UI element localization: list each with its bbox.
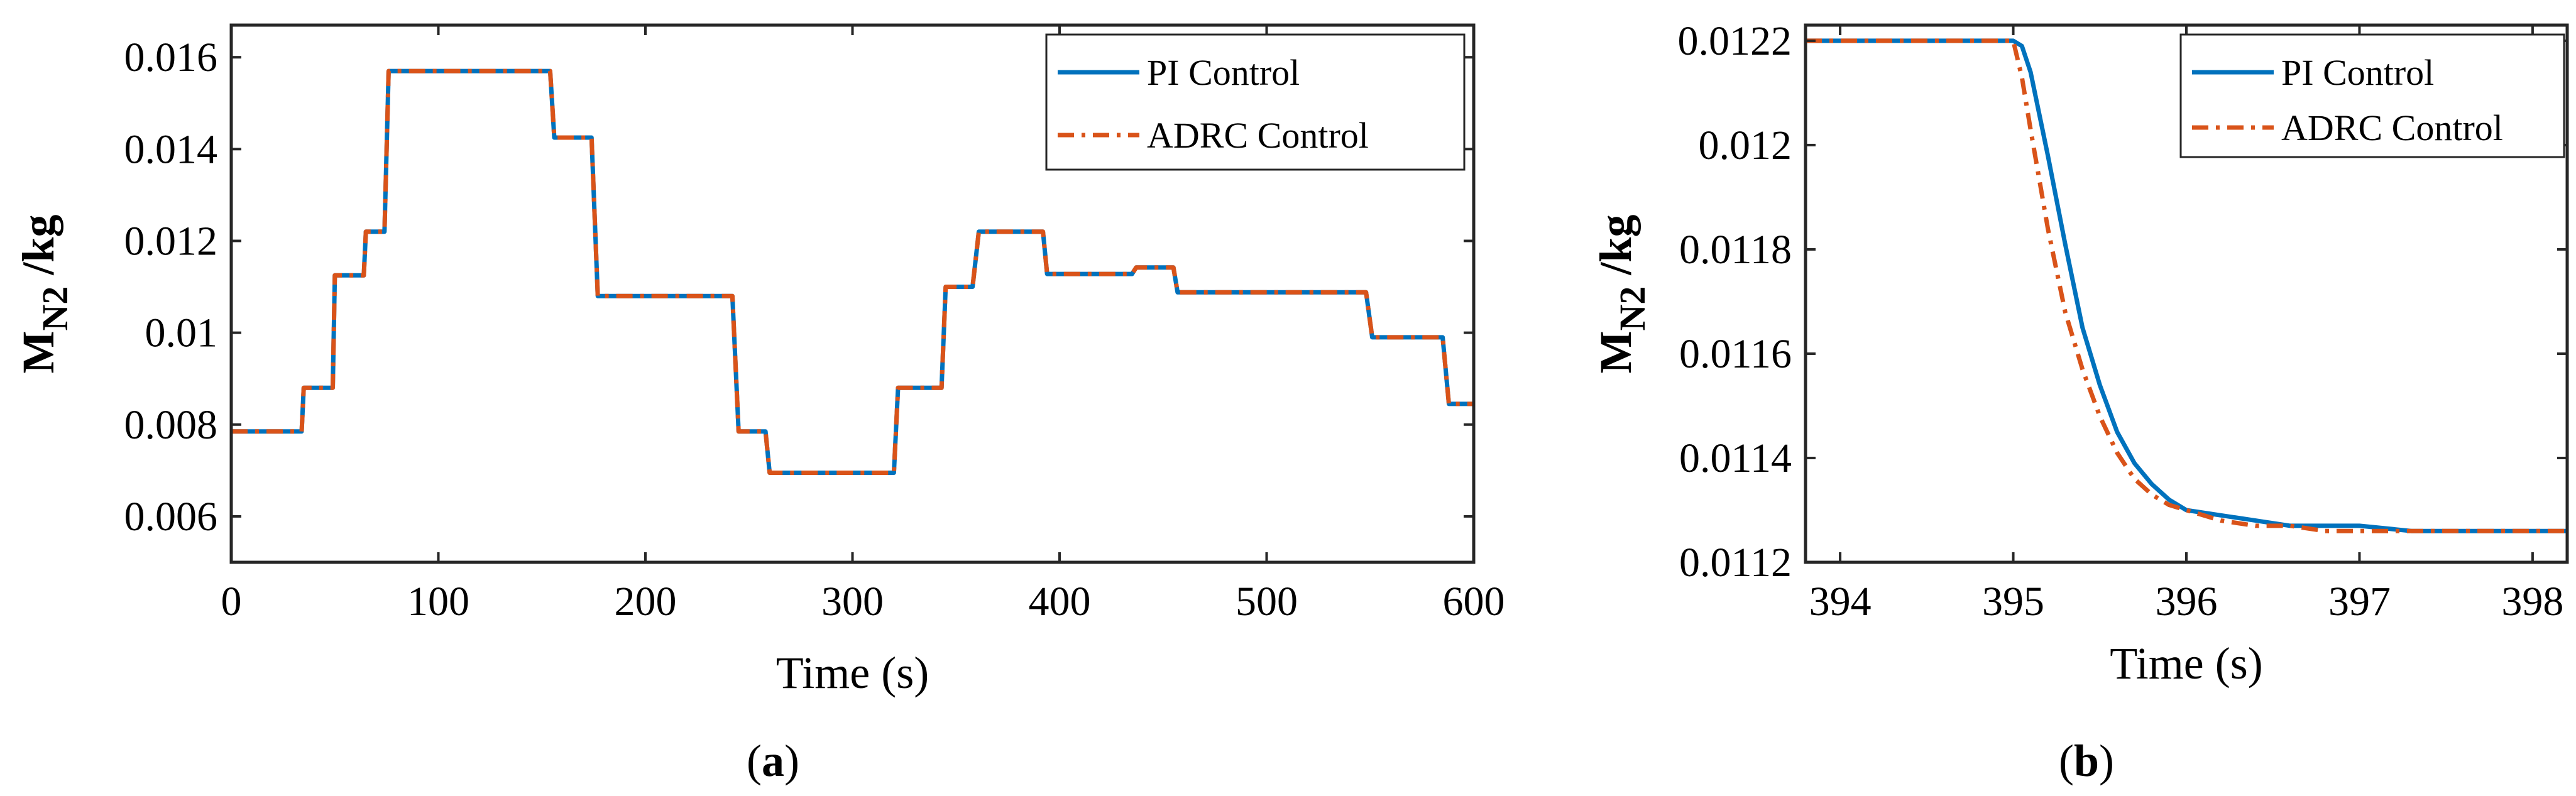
- panel-b-series-adrc-control-line: [1806, 38, 2567, 533]
- panel-b-ytick-label: 0.0114: [1679, 435, 1792, 481]
- panel-a-ytick-label: 0.01: [145, 310, 218, 356]
- panel-a: 0 100 200 300 400 500 600 0.006 0.008 0.01 0.012 0.…: [13, 23, 1505, 786]
- panel-a-legend-box: [1045, 33, 1466, 171]
- panel-b-legend: PI Control ADRC Control: [2179, 33, 2565, 158]
- panel-b-ylabel: MN2 /kg: [1591, 215, 1653, 374]
- panel-a-legend-label-pi-control: PI Control: [1147, 52, 1300, 93]
- panel-a-xlabel: Time (s): [776, 648, 929, 698]
- panel-b-ytick-label: 0.0112: [1679, 540, 1792, 586]
- panel-b-ytick-label: 0.012: [1699, 123, 1792, 168]
- panel-b: 394 395 396 397 398 0.0112 0.0114 0.0116 0.0118 0…: [1591, 18, 2569, 786]
- panel-a-xtick-label: 400: [1029, 579, 1091, 624]
- panel-b-ytick-label: 0.0116: [1679, 331, 1792, 377]
- panel-b-xtick-label: 394: [1809, 579, 1872, 624]
- panel-a-xtick-label: 500: [1236, 579, 1298, 624]
- panel-b-xlabel: Time (s): [2110, 638, 2262, 689]
- panel-b-caption: (b): [2059, 736, 2114, 786]
- panel-b-legend-label-adrc-control: ADRC Control: [2281, 107, 2503, 148]
- panel-a-legend: PI Control ADRC Control: [1045, 33, 1466, 171]
- panel-a-ylabel: MN2 /kg: [13, 215, 75, 374]
- panel-a-xtick-label: 100: [407, 579, 469, 624]
- panel-a-legend-label-adrc-control: ADRC Control: [1147, 115, 1369, 156]
- panel-b-legend-box: [2179, 33, 2565, 158]
- panel-a-ytick-label: 0.008: [124, 402, 218, 448]
- panel-b-legend-label-pi-control: PI Control: [2281, 52, 2434, 93]
- panel-a-ytick-label: 0.006: [124, 494, 218, 540]
- panel-b-xtick-label: 397: [2328, 579, 2391, 624]
- panel-b-xtick-label: 395: [1982, 579, 2044, 624]
- panel-a-ytick-label: 0.016: [124, 35, 218, 80]
- panel-a-xtick-label: 0: [221, 579, 242, 624]
- panel-a-xtick-label: 600: [1443, 579, 1505, 624]
- panel-a-ytick-label: 0.012: [124, 218, 218, 264]
- panel-b-series-pi-control-line: [1806, 38, 2567, 533]
- panel-b-ytick-label: 0.0118: [1679, 227, 1792, 273]
- panel-a-xtick-label: 200: [615, 579, 677, 624]
- panel-b-ytick-label: 0.0122: [1678, 18, 1792, 64]
- panel-b-xtick-label: 396: [2156, 579, 2218, 624]
- panel-b-xtick-label: 398: [2501, 579, 2563, 624]
- panel-a-ytick-label: 0.014: [124, 126, 218, 172]
- panel-a-series-adrc-control-line: [231, 68, 1474, 475]
- panel-a-caption: (a): [747, 736, 799, 786]
- panel-a-xtick-label: 300: [821, 579, 884, 624]
